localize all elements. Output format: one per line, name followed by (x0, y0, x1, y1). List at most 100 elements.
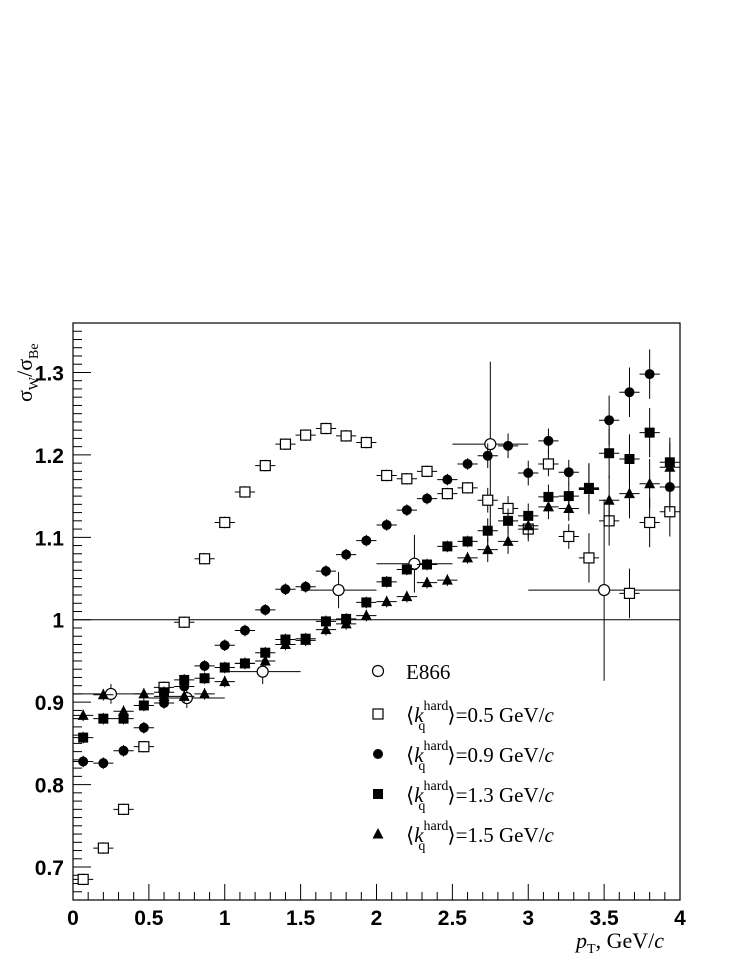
y-axis-sub-be: Be (27, 343, 42, 359)
legend-sup: hard (424, 739, 449, 754)
y-tick-label: 1 (52, 610, 64, 633)
marker-open-square (623, 587, 636, 599)
marker-filled-triangle (199, 687, 211, 699)
x-tick-label: 0 (67, 907, 79, 930)
legend-open: ⟨ (406, 703, 414, 727)
legend-sub: q (418, 719, 425, 734)
y-axis-sigma-1: σ (12, 390, 37, 402)
x-tick-label: 2 (371, 907, 383, 930)
y-axis-title: σW/σBe (12, 343, 42, 402)
marker-filled-circle (381, 519, 392, 530)
marker-filled-circle (138, 722, 149, 733)
marker-filled-square (179, 674, 190, 685)
legend: E866⟨khard q ⟩=0.5 GeV/c⟨khard q ⟩=0.9 GeV/c… (371, 660, 554, 854)
marker-open-square (583, 552, 595, 564)
marker-filled-triangle (482, 543, 494, 555)
marker-filled-circle (219, 640, 230, 651)
marker-open-square (77, 873, 89, 885)
marker-open-circle (484, 438, 497, 451)
legend-open: ⟨ (406, 783, 414, 807)
legend-k: k (414, 703, 424, 727)
marker-filled-square (604, 448, 615, 459)
marker-filled-square (118, 713, 129, 724)
marker-filled-square (644, 427, 655, 438)
legend-close: ⟩ (447, 823, 455, 847)
marker-filled-circle (300, 581, 311, 592)
marker-filled-square (320, 616, 331, 627)
marker-open-circle (332, 583, 345, 597)
marker-filled-circle (462, 458, 473, 469)
x-axis-title: pT, GeV/c (574, 928, 664, 957)
marker-open-square (644, 516, 656, 529)
marker-open-square (239, 486, 251, 498)
marker-filled-triangle (381, 595, 393, 607)
x-tick-label: 2.5 (438, 907, 468, 930)
marker-filled-circle (422, 493, 433, 504)
legend-label-0: E866 (406, 660, 450, 684)
marker-open-square (401, 473, 413, 485)
marker-filled-triangle (441, 574, 453, 585)
legend-sup: hard (424, 819, 449, 834)
marker-filled-triangle (279, 638, 291, 649)
marker-filled-square (624, 454, 635, 465)
legend-value: =1.3 GeV/ (456, 783, 545, 807)
marker-filled-circle (78, 756, 89, 767)
marker-filled-circle (442, 474, 453, 485)
legend-sub: q (418, 839, 425, 854)
marker-open-square (279, 438, 292, 450)
legend-k: k (414, 823, 424, 847)
marker-filled-triangle (583, 483, 595, 495)
legend-sup: hard (424, 699, 449, 714)
marker-filled-circle (543, 435, 554, 446)
marker-filled-triangle (372, 828, 384, 839)
marker-filled-circle (118, 745, 129, 756)
plot-frame (72, 322, 681, 901)
marker-filled-triangle (563, 502, 575, 513)
marker-filled-triangle (542, 500, 554, 512)
marker-open-square (320, 422, 332, 435)
marker-open-square (97, 842, 109, 854)
marker-open-square (372, 708, 384, 720)
x-axis-var: p (574, 928, 587, 953)
marker-filled-circle (624, 387, 635, 398)
marker-filled-triangle (623, 487, 635, 499)
marker-filled-square (78, 732, 89, 743)
legend-label-3: ⟨khard q ⟩=1.3 GeV/c (406, 779, 554, 814)
marker-open-square (117, 803, 130, 815)
x-axis-units: , GeV/ (596, 928, 656, 953)
marker-filled-circle (341, 549, 352, 560)
legend-label-4: ⟨khard q ⟩=1.5 GeV/c (406, 819, 554, 854)
marker-filled-circle (199, 660, 210, 671)
legend-value: =1.5 GeV/ (456, 823, 545, 847)
marker-filled-triangle (320, 623, 332, 635)
marker-filled-square (98, 713, 109, 724)
marker-filled-triangle (138, 687, 150, 699)
x-tick-label: 4 (674, 907, 686, 930)
marker-open-square (340, 430, 352, 442)
marker-filled-triangle (340, 617, 352, 629)
legend-k: k (414, 783, 424, 807)
marker-filled-triangle (77, 709, 89, 720)
legend-open: ⟨ (406, 823, 414, 847)
marker-filled-square (482, 525, 493, 536)
marker-filled-triangle (178, 690, 190, 701)
marker-filled-square (260, 647, 271, 658)
y-axis-sub-w: W (27, 376, 42, 390)
marker-open-square (138, 741, 150, 753)
marker-filled-circle (503, 440, 514, 451)
marker-filled-triangle (300, 634, 312, 645)
marker-open-square (381, 469, 393, 482)
legend-c: c (544, 703, 554, 727)
marker-filled-triangle (502, 535, 514, 546)
marker-filled-triangle (360, 609, 372, 621)
marker-open-square (360, 436, 372, 449)
legend-sup: hard (424, 779, 449, 794)
marker-filled-triangle (219, 675, 231, 687)
marker-open-square (421, 465, 433, 477)
marker-filled-triangle (158, 690, 170, 701)
marker-filled-square (381, 576, 392, 587)
marker-filled-circle (373, 749, 383, 759)
marker-filled-triangle (644, 477, 656, 489)
marker-filled-square (219, 662, 230, 673)
